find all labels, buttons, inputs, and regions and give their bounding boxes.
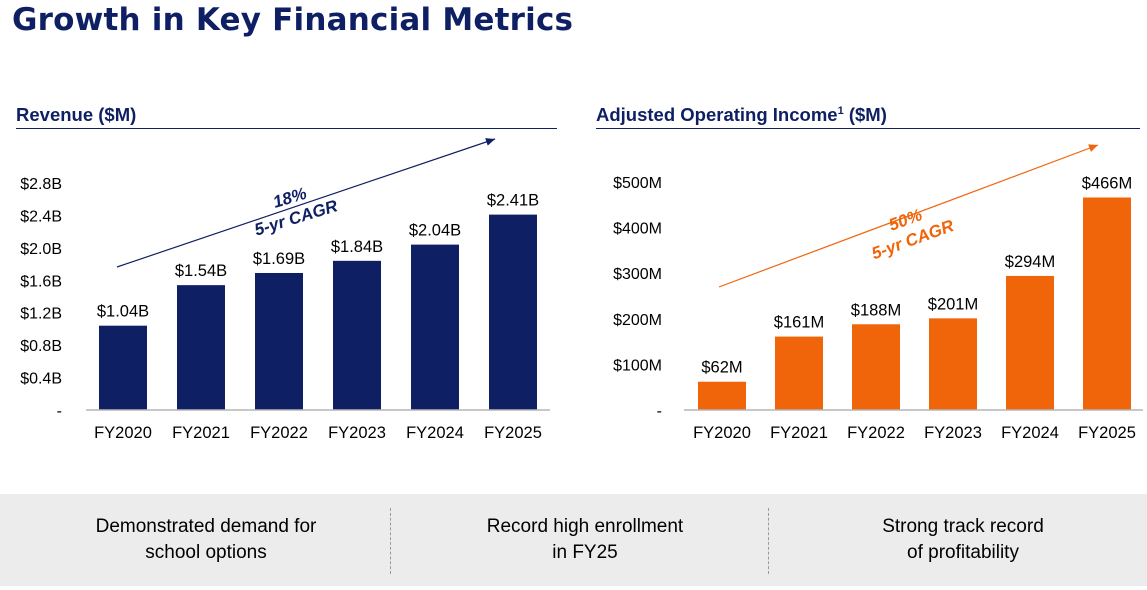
aoi-data-label: $466M: [1082, 175, 1132, 193]
aoi-ytick-label: $100M: [613, 357, 662, 374]
footer-item-enrollment: Record high enrollment in FY25: [486, 516, 684, 563]
revenue-bar-fy2025: [489, 214, 537, 410]
revenue-ytick-label: $0.8B: [20, 338, 62, 355]
aoi-bar-fy2022: [852, 324, 900, 410]
aoi-cagr-arrow-head: [1088, 144, 1098, 152]
revenue-xtick-label: FY2024: [406, 424, 464, 442]
aoi-xtick-label: FY2023: [924, 424, 982, 442]
aoi-data-label: $161M: [774, 314, 824, 332]
revenue-xtick-label: FY2021: [172, 424, 230, 442]
aoi-bar-fy2020: [698, 381, 746, 410]
revenue-xtick-label: FY2023: [328, 424, 386, 442]
revenue-xtick-label: FY2025: [484, 424, 542, 442]
aoi-data-label: $294M: [1005, 253, 1055, 271]
revenue-chart-title: Revenue ($M): [16, 104, 137, 125]
revenue-bar-fy2022: [255, 272, 303, 410]
footer-divider-2: [768, 508, 769, 574]
revenue-xtick-label: FY2020: [94, 424, 152, 442]
aoi-data-label: $62M: [701, 359, 742, 377]
aoi-xtick-label: FY2024: [1001, 424, 1059, 442]
aoi-xtick-label: FY2021: [770, 424, 828, 442]
revenue-chart: - $0.4B $0.8B $1.2B $1.6B $2.0B $2.4B $2.8B $1.0…: [20, 138, 550, 442]
aoi-bar-fy2021: [775, 336, 823, 410]
revenue-bar-fy2021: [177, 285, 225, 410]
aoi-title-rule: [596, 128, 1140, 129]
revenue-bar-fy2024: [411, 244, 459, 410]
revenue-title-rule: [16, 128, 557, 129]
revenue-ytick-label: $1.6B: [20, 273, 62, 290]
aoi-cagr-arrow-line: [718, 144, 1099, 288]
aoi-title-text: Adjusted Operating Income: [596, 104, 838, 125]
revenue-ytick-label: $2.4B: [20, 208, 62, 225]
aoi-data-label: $201M: [928, 295, 978, 313]
aoi-ytick-label: $500M: [613, 175, 662, 192]
aoi-ytick-label: $200M: [613, 312, 662, 329]
aoi-ytick-label: -: [657, 403, 662, 420]
revenue-bar-fy2020: [99, 325, 147, 410]
revenue-ytick-label: $2.0B: [20, 241, 62, 258]
aoi-bar-fy2023: [929, 318, 977, 410]
footer-item-demand: Demonstrated demand for school options: [95, 516, 317, 563]
aoi-chart-title: Adjusted Operating Income1 ($M): [596, 104, 887, 126]
revenue-data-label: $2.04B: [409, 222, 461, 240]
revenue-ytick-label: $1.2B: [20, 306, 62, 323]
aoi-xtick-label: FY2022: [847, 424, 905, 442]
aoi-bar-fy2025: [1083, 197, 1131, 410]
footer-item-profitability: Strong track record of profitability: [882, 516, 1044, 563]
page-title: Growth in Key Financial Metrics: [12, 2, 574, 38]
revenue-data-label: $1.04B: [97, 303, 149, 321]
aoi-ytick-label: $400M: [613, 221, 662, 238]
footer-divider-1: [390, 508, 391, 574]
aoi-xtick-label: FY2020: [693, 424, 751, 442]
footer-highlights: Demonstrated demand for school options R…: [0, 494, 1147, 586]
revenue-cagr-arrow-head: [485, 138, 495, 146]
aoi-ytick-label: $300M: [613, 266, 662, 283]
revenue-data-label: $1.54B: [175, 262, 227, 280]
aoi-bar-fy2024: [1006, 275, 1054, 410]
aoi-title-suffix: ($M): [848, 104, 887, 125]
revenue-data-label: $1.69B: [253, 250, 305, 268]
revenue-ytick-label: $0.4B: [20, 371, 62, 388]
revenue-cagr-arrow-line: [116, 138, 496, 268]
revenue-data-label: $2.41B: [487, 192, 539, 210]
revenue-bar-fy2023: [333, 260, 381, 410]
revenue-ytick-label: -: [57, 403, 62, 420]
revenue-xtick-label: FY2022: [250, 424, 308, 442]
aoi-cagr-label: 50%5-yr CAGR: [869, 205, 957, 263]
aoi-xtick-label: FY2025: [1078, 424, 1136, 442]
aoi-title-footnote: 1: [837, 104, 844, 117]
aoi-chart: - $100M $200M $300M $400M $500M $62M FY2020 $161…: [613, 144, 1143, 442]
aoi-data-label: $188M: [851, 301, 901, 319]
revenue-data-label: $1.84B: [331, 238, 383, 256]
revenue-ytick-label: $2.8B: [20, 176, 62, 193]
